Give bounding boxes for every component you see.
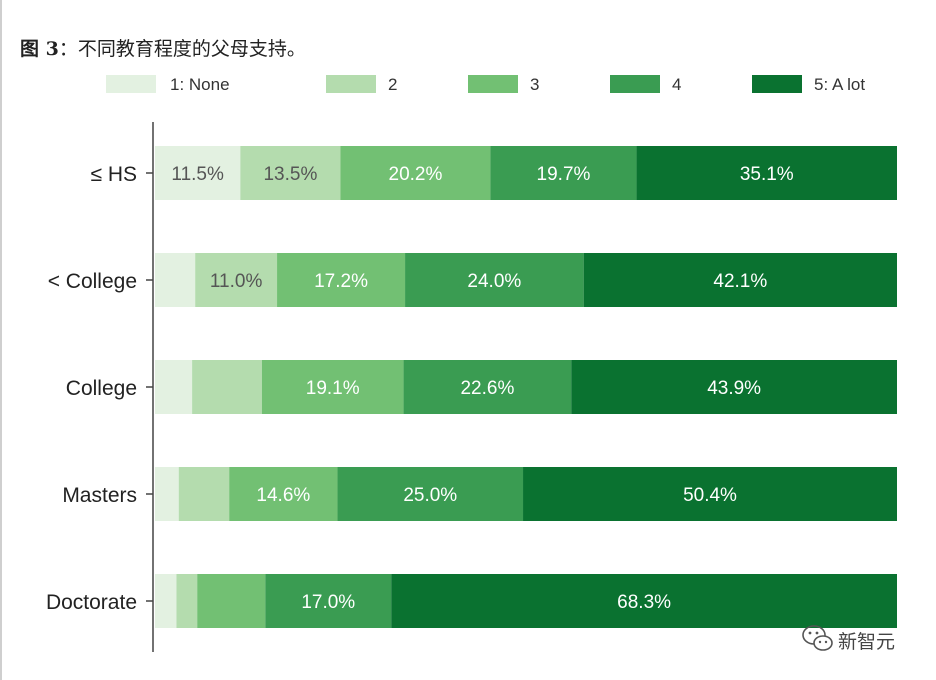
bar-label-4-5: 50.4% [683,485,737,506]
bar-segment-5-4 [265,574,392,628]
figure-caption: 图 3：不同教育程度的父母支持。 [20,34,306,61]
wechat-icon [802,625,833,651]
legend-label-4: 4 [672,75,681,94]
bar-label-5-5: 68.3% [617,592,671,613]
bar-segment-2-1 [155,253,196,307]
bar-segment-4-5 [523,467,897,521]
bars: 11.5% 13.5% 20.2% 19.7% 35.1% 11.0% 17.2% 24.0%… [155,146,897,628]
bar-segment-1-3 [340,146,491,200]
legend-label-3: 3 [530,75,539,94]
bar-label-3-5: 43.9% [707,378,761,399]
bar-segment-2-3 [277,253,406,307]
bar-label-1-5: 35.1% [740,164,794,185]
y-axis-labels: ≤ HS < College College Masters Doctorate [46,163,153,614]
legend: 1: None 2 3 4 5: A lot [106,75,865,94]
bar-segment-5-3 [197,574,266,628]
figure-number: 图 3 [20,38,59,60]
bar-segment-2-5 [583,253,897,307]
y-tick-label-2: < College [48,270,137,293]
bar-segment-3-2 [192,360,262,414]
legend-swatch-5 [752,75,802,93]
bar-segment-4-3 [229,467,338,521]
legend-swatch-1 [106,75,156,93]
bar-segment-3-3 [261,360,404,414]
bar-label-4-3: 14.6% [256,485,310,506]
legend-swatch-4 [610,75,660,93]
bar-segment-2-4 [405,253,584,307]
y-tick-label-5: Doctorate [46,591,137,614]
bar-segment-5-2 [176,574,198,628]
bar-segment-1-1 [155,146,241,200]
bar-label-1-4: 19.7% [537,164,591,185]
bar-label-3-4: 22.6% [460,378,514,399]
bar-segment-3-5 [571,360,897,414]
bar-segment-1-5 [636,146,897,200]
bar-label-4-4: 25.0% [403,485,457,506]
bar-segment-4-1 [155,467,179,521]
bar-label-5-4: 17.0% [301,592,355,613]
bar-segment-3-4 [403,360,572,414]
legend-swatch-2 [326,75,376,93]
bar-label-2-4: 24.0% [467,271,521,292]
bar-segment-1-4 [490,146,637,200]
bar-label-1-1: 11.5% [171,164,224,185]
figure-caption-text: ：不同教育程度的父母支持。 [58,38,306,60]
watermark: 新智元 [800,622,920,658]
bar-segment-2-2 [195,253,278,307]
legend-swatch-3 [468,75,518,93]
bar-segment-4-2 [178,467,230,521]
y-tick-label-1: ≤ HS [90,163,137,186]
frame-border [0,0,2,680]
y-tick-label-3: College [66,377,137,400]
bar-segment-5-5 [391,574,897,628]
bar-segment-3-1 [155,360,193,414]
bar-label-2-2: 11.0% [210,271,263,292]
legend-label-5: 5: A lot [814,75,865,94]
bar-label-1-2: 13.5% [263,164,317,185]
bar-label-3-3: 19.1% [306,378,360,399]
y-tick-label-4: Masters [62,484,137,507]
legend-label-2: 2 [388,75,397,94]
bar-segment-5-1 [155,574,177,628]
watermark-text: 新智元 [838,631,896,653]
bar-label-2-3: 17.2% [314,271,368,292]
bar-label-1-3: 20.2% [389,164,443,185]
legend-label-1: 1: None [170,75,230,94]
bar-label-2-5: 42.1% [713,271,767,292]
bar-segment-1-2 [240,146,341,200]
bar-segment-4-4 [337,467,524,521]
